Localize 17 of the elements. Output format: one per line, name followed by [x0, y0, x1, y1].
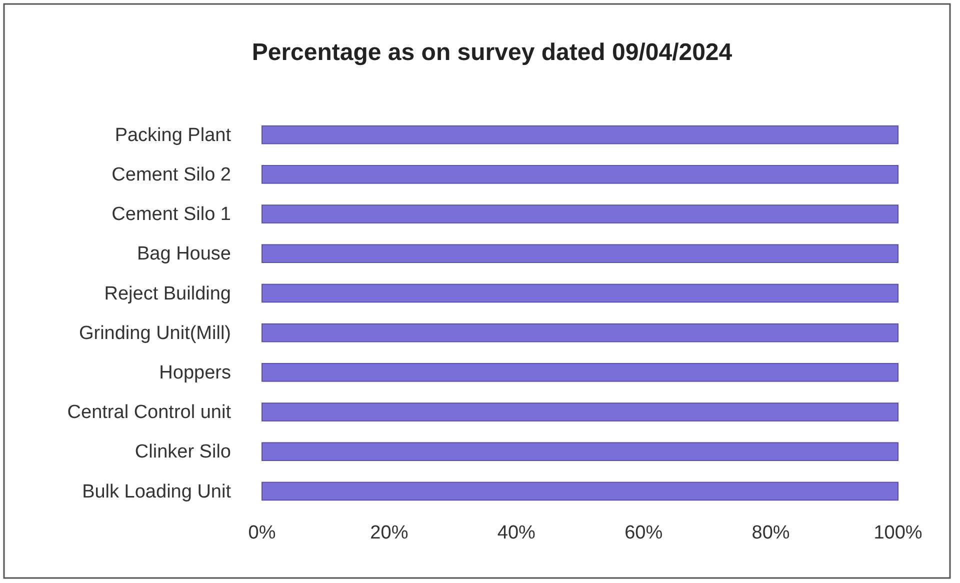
chart-title: Percentage as on survey dated 09/04/2024	[252, 39, 733, 66]
x-tick-label: 0%	[248, 522, 276, 544]
y-tick-label: Grinding Unit(Mill)	[78, 322, 231, 344]
y-tick-label: Bulk Loading Unit	[82, 481, 232, 502]
y-tick-label: Bag House	[136, 244, 231, 265]
y-tick-label: Reject Building	[104, 283, 231, 304]
y-tick-label: Packing Plant	[114, 124, 232, 146]
y-tick-label: Cement Silo 1	[112, 204, 231, 226]
x-tick-label: 60%	[624, 522, 663, 544]
x-tick-label: 100%	[874, 522, 922, 544]
y-tick-label: Clinker Silo	[134, 442, 231, 463]
y-tick-label: Cement Silo 2	[112, 164, 231, 186]
y-tick-label: Central Control unit	[67, 402, 232, 424]
x-tick-label: 20%	[370, 522, 408, 544]
x-tick-label: 80%	[752, 522, 790, 544]
x-tick-label: 40%	[497, 522, 536, 544]
y-tick-label: Hoppers	[159, 362, 231, 384]
